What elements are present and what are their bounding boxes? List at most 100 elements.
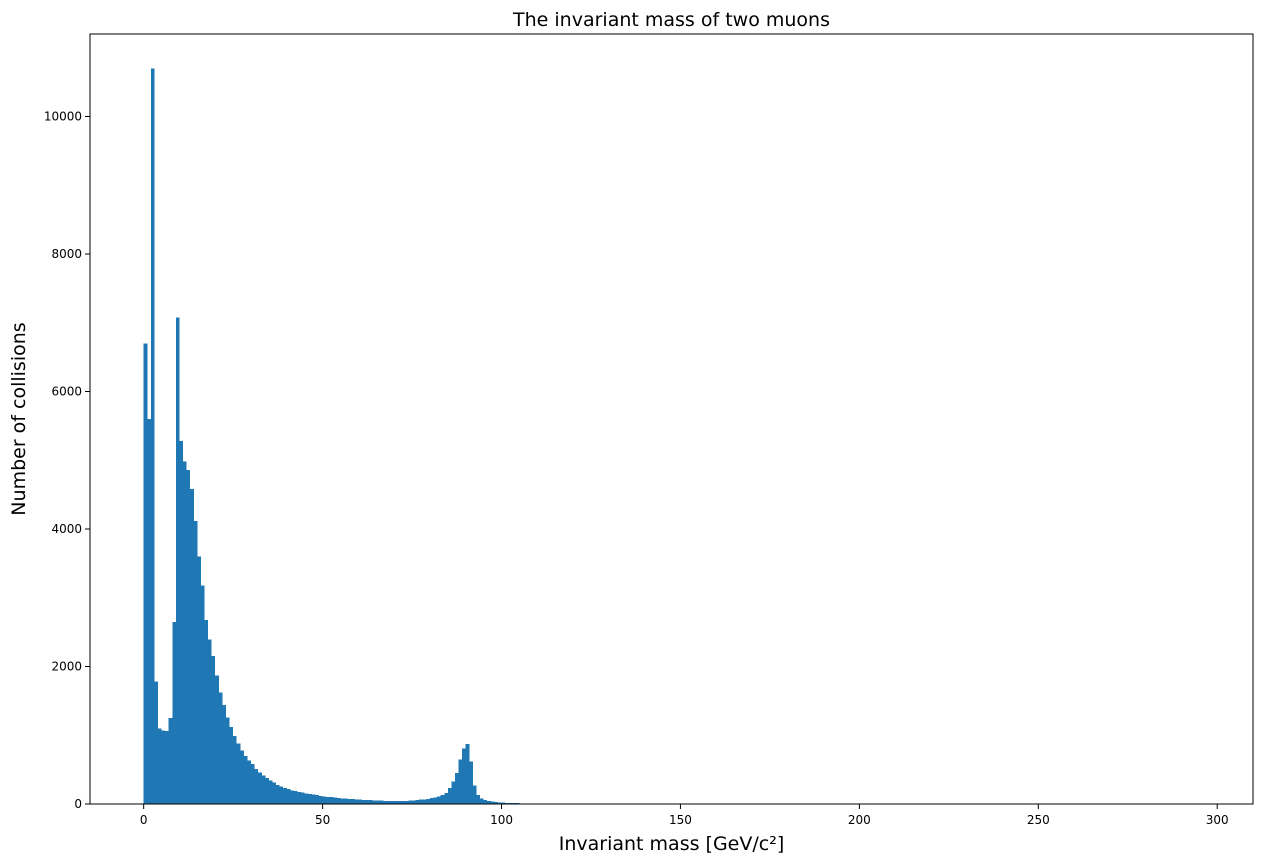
histogram-bar: [483, 800, 488, 804]
histogram-bar: [279, 786, 284, 804]
histogram-bar: [351, 799, 355, 804]
histogram-bar: [354, 799, 359, 804]
histogram-bar: [426, 798, 430, 804]
histogram-bar: [200, 585, 205, 804]
histogram-bar: [505, 802, 509, 804]
histogram-bar: [204, 619, 209, 804]
histogram-bar: [315, 795, 320, 804]
histogram-bar: [268, 780, 273, 804]
histogram-bar: [190, 489, 194, 804]
histogram-bar: [408, 800, 413, 804]
y-tick-label: 8000: [51, 247, 82, 261]
y-axis-title: Number of collisions: [8, 322, 30, 515]
x-tick-label: 50: [315, 813, 330, 827]
histogram-bar: [261, 775, 266, 804]
histogram-bar: [236, 743, 241, 804]
histogram-bar: [215, 675, 219, 804]
histogram-bar: [150, 68, 155, 804]
histogram-bar: [451, 781, 456, 804]
histogram-bar: [179, 441, 184, 804]
histogram-bar: [365, 800, 370, 804]
histogram-bar: [433, 797, 438, 804]
histogram-bar: [383, 800, 388, 804]
histogram-bar: [143, 343, 148, 804]
histogram-bar: [501, 802, 506, 804]
histogram-bar: [211, 656, 216, 804]
histogram-bar: [254, 768, 259, 804]
histogram-bar: [208, 639, 212, 804]
histogram-bar: [172, 621, 176, 804]
histogram-bar: [462, 748, 466, 804]
histogram-bar: [297, 791, 302, 804]
histogram-bar: [290, 790, 294, 804]
histogram-bar: [286, 789, 291, 804]
histogram-bar: [165, 731, 169, 804]
histogram-bar: [304, 793, 309, 804]
histogram-bar: [401, 801, 405, 804]
chart-title: The invariant mass of two muons: [512, 9, 830, 31]
histogram-bar: [258, 772, 262, 804]
y-tick-label: 6000: [51, 385, 82, 399]
histogram-bar: [376, 800, 380, 804]
plot-frame: [89, 33, 1254, 805]
histogram-bar: [243, 755, 248, 804]
histogram-bar: [394, 801, 398, 804]
histogram-bar: [276, 784, 280, 804]
histogram-bar: [369, 800, 373, 804]
x-tick-label: 0: [140, 813, 148, 827]
histogram-bar: [437, 796, 441, 804]
histogram-bar: [283, 787, 287, 804]
histogram-bar: [469, 761, 473, 804]
x-axis-ticks: 0 50 100 150 200 250 300: [140, 804, 1229, 827]
histogram-bar: [440, 795, 445, 804]
histogram-bar: [397, 801, 402, 804]
histogram-bar: [340, 798, 345, 804]
histogram-bar: [251, 764, 255, 804]
histogram-bar: [390, 801, 395, 804]
histogram-bar: [458, 759, 463, 804]
histogram-bar: [472, 785, 477, 804]
histogram-bar: [415, 800, 420, 804]
histogram-bar: [265, 777, 269, 804]
histogram-bar: [161, 730, 166, 804]
histogram-bar: [333, 797, 337, 804]
histogram-bar: [193, 520, 198, 804]
histogram-bar: [229, 727, 234, 804]
histogram-bar: [197, 556, 201, 804]
histogram-bar: [233, 735, 237, 804]
histogram-bar: [175, 317, 180, 804]
histogram-bar: [311, 794, 316, 804]
histogram-bar: [183, 461, 187, 804]
y-tick-label: 2000: [51, 660, 82, 674]
histogram-bar: [361, 799, 366, 804]
histogram-bar: [422, 799, 427, 804]
histogram-bar: [387, 800, 391, 804]
histogram-bar: [240, 750, 244, 804]
histogram-bar: [326, 796, 330, 804]
histogram-bar: [358, 799, 362, 804]
histogram-bar: [157, 728, 162, 804]
histogram-bar: [147, 419, 151, 804]
histogram-bar: [490, 801, 495, 804]
histogram-bar: [329, 797, 334, 804]
y-tick-label: 10000: [44, 110, 82, 124]
histogram-bar: [272, 782, 277, 804]
histogram-bar: [429, 798, 434, 804]
histogram-bar: [508, 802, 513, 804]
histogram-bar: [347, 798, 352, 804]
histogram-bar: [308, 794, 312, 804]
histogram-bar: [412, 800, 416, 804]
histogram-bar: [154, 681, 158, 804]
x-tick-label: 300: [1206, 813, 1229, 827]
histogram-bar: [372, 800, 377, 804]
histogram-bar: [322, 796, 327, 804]
y-tick-label: 0: [74, 797, 82, 811]
histogram-bar: [419, 799, 423, 804]
histogram-bar: [168, 718, 173, 804]
histogram-bar: [247, 760, 252, 804]
histogram-bar: [494, 801, 498, 804]
histogram-bar: [301, 792, 305, 804]
x-tick-label: 250: [1027, 813, 1050, 827]
histogram-bars: [143, 68, 717, 804]
